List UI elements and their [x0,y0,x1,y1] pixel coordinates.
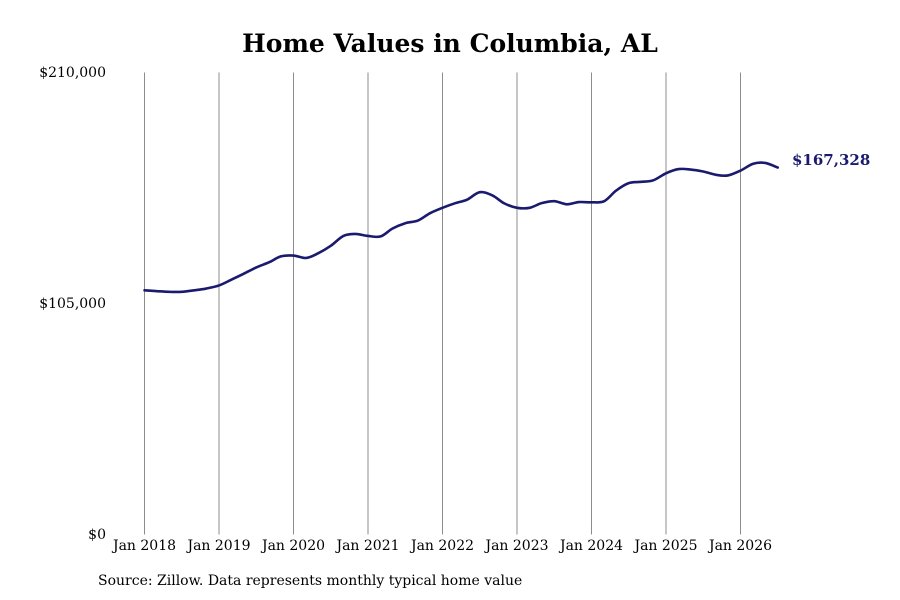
gridlines [144,72,741,535]
x-tick-label-4: Jan 2022 [409,538,474,554]
x-tick-label-8: Jan 2026 [707,538,772,554]
chart-title: Home Values in Columbia, AL [242,29,658,58]
y-tick-label-0: $0 [88,527,106,543]
x-tick-label-2: Jan 2020 [260,538,325,554]
x-tick-label-3: Jan 2021 [334,538,399,554]
y-tick-label-1: $105,000 [39,296,106,312]
x-tick-label-6: Jan 2024 [558,538,623,554]
y-tick-label-2: $210,000 [39,65,106,81]
end-value-label: $167,328 [792,151,870,169]
x-tick-label-0: Jan 2018 [111,538,176,554]
series-layer: $167,328 [143,151,870,294]
x-tick-label-7: Jan 2025 [632,538,697,554]
y-axis-labels: $0 $105,000 $210,000 [39,65,106,543]
x-tick-label-5: Jan 2023 [483,538,548,554]
source-note: Source: Zillow. Data represents monthly … [98,573,523,589]
x-axis-labels: Jan 2018 Jan 2019 Jan 2020 Jan 2021 Jan 2022… [111,538,772,554]
x-tick-label-1: Jan 2019 [185,538,250,554]
series-line-0 [143,161,780,294]
